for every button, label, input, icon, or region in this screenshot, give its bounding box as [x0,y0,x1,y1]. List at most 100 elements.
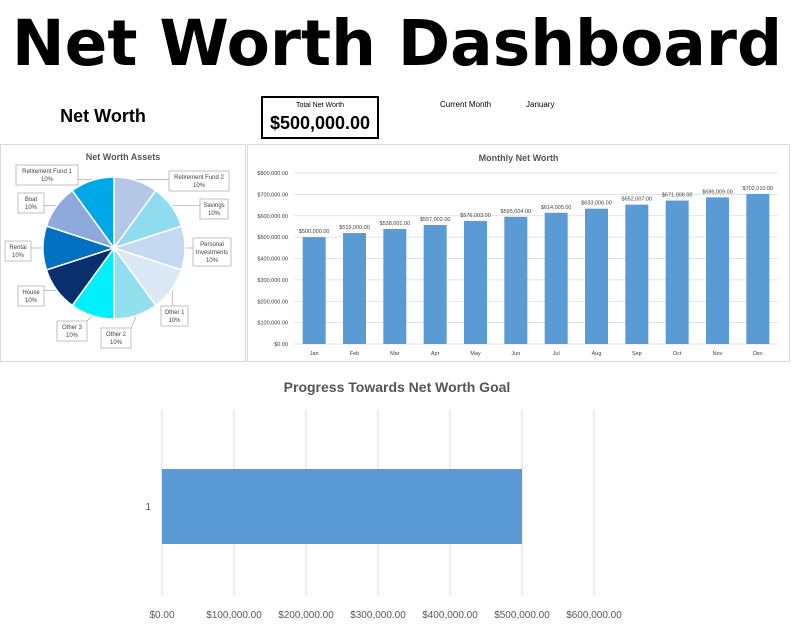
monthly-bar [746,193,770,344]
goal-xtick-label: $100,000.00 [206,610,262,621]
bar-ytick-label: $600,000.00 [257,214,288,220]
pie-label: Retirement Fund 1 [22,169,72,175]
bar-ytick-label: $300,000.00 [257,278,288,284]
goal-xtick-label: $600,000.00 [566,610,622,621]
monthly-bar [423,224,447,344]
bar-xtick-label: May [470,351,481,357]
monthly-bar [706,197,729,344]
bar-xtick-label: Aug [592,351,602,357]
goal-xtick-label: $500,000.00 [494,610,550,621]
pie-label: Other 3 [62,325,83,331]
pie-chart-canvas: Retirement Fund 2 10% Savings 10% Personal In… [4,164,232,349]
goal-chart-title: Progress Towards Net Worth Goal [283,379,511,395]
pie-label-box [199,198,229,220]
bar-data-label: $686,009.00 [702,189,733,195]
bar-data-label: $519,000.00 [339,225,370,231]
pie-label: Boat [25,197,38,203]
bar-data-label: $500,000.00 [299,229,330,235]
goal-xtick-label: $300,000.00 [350,610,406,621]
bar-data-label: $595,004.00 [501,209,532,215]
monthly-bar [343,233,366,344]
bar-xtick-label: Mar [390,351,400,357]
pie-label-pct: 10% [66,333,79,339]
bar-ytick-label: $400,000.00 [257,257,288,263]
bar-data-label: $538,001.00 [380,221,411,227]
pie-chart-title: Net Worth Assets [85,152,161,162]
pie-label-pct: 10% [25,205,38,211]
pie-label: Personal [200,242,224,248]
pie-label-box [56,320,88,342]
bar-ytick-label: $100,000.00 [257,321,288,327]
monthly-bar [625,204,649,344]
pie-label: Other 2 [106,332,127,338]
goal-xtick-label: $200,000.00 [278,610,334,621]
pie-label-box [160,305,189,327]
pie-label: Retirement Fund 2 [174,175,224,181]
pie-label-box [17,285,45,307]
bar-ytick-label: $800,000.00 [257,171,288,177]
pie-label-pct: 10% [168,318,181,324]
goal-xtick-label: $400,000.00 [422,610,478,621]
bar-xtick-label: Dec [753,351,763,357]
bar-data-label: $576,003.00 [460,213,491,219]
pie-label: Rental [9,245,26,251]
total-net-worth-label: Total Net Worth [295,102,345,109]
monthly-bar [665,200,689,344]
bar-data-label: $652,007.00 [622,197,653,203]
bar-xtick-label: Feb [350,351,359,357]
bar-chart-title: Monthly Net Worth [478,153,559,163]
bar-chart-canvas: $0.00 $100,000.00 $200,000.00 $300,000.00 $4… [257,171,778,357]
monthly-bar [464,220,487,344]
pie-label-pct: 10% [12,253,25,259]
monthly-bar [504,216,528,344]
pie-label: Other 1 [164,310,185,316]
current-month-value: January [526,100,555,109]
monthly-bar [585,208,608,344]
monthly-bar [302,237,326,344]
monthly-bar [383,229,407,344]
monthly-net-worth-chart: Monthly Net Worth $0.00 $100,000.00 $200,0… [247,144,790,362]
pie-label-box [4,240,32,262]
pie-label: Savings [203,203,224,209]
net-worth-heading: Net Worth [60,106,146,126]
pie-label-pct: 10% [193,183,206,189]
current-month-label: Current Month [440,100,492,109]
bar-xtick-label: Jul [553,351,560,357]
bar-xtick-label: Sep [632,351,642,357]
pie-label: Investments [196,250,228,256]
pie-label-box [15,164,79,186]
pie-label-pct: 10% [206,258,219,264]
bar-xtick-label: Jan [310,351,319,357]
net-worth-assets-chart: Net Worth Assets Retirement Fund 2 10% Sav… [0,144,246,362]
bar-data-label: $557,002.00 [420,217,451,223]
goal-category-label: 1 [145,502,151,513]
monthly-bar [544,212,568,344]
bar-ytick-label: $0.00 [274,342,288,348]
bar-xtick-label: Jun [511,351,520,357]
bar-xtick-label: Oct [673,351,682,357]
pie-label: House [22,290,40,296]
bar-xtick-label: Apr [431,351,440,357]
bar-data-label: $671,008.00 [662,193,693,199]
pie-leader-line [130,316,137,329]
bar-data-label: $614,005.00 [541,205,572,211]
pie-label-box [192,237,232,267]
goal-xtick-label: $0.00 [149,610,174,621]
dashboard-title: Net Worth Dashboard [11,7,783,80]
pie-label-pct: 10% [41,177,54,183]
pie-slice [71,176,115,251]
bar-ytick-label: $500,000.00 [257,235,288,241]
goal-bar [162,469,522,544]
bar-xtick-label: Nov [713,351,723,357]
bar-ytick-label: $200,000.00 [257,299,288,305]
pie-label-box [17,192,45,214]
pie-label-box [100,327,132,349]
total-net-worth-value: $500,000.00 [269,113,371,133]
bar-data-label: $633,006.00 [581,201,612,207]
bar-data-label: $702,010.00 [743,186,774,192]
pie-label-pct: 10% [208,211,221,217]
pie-leader-line [86,316,92,322]
pie-label-pct: 10% [110,340,123,346]
pie-label-box [168,170,230,192]
